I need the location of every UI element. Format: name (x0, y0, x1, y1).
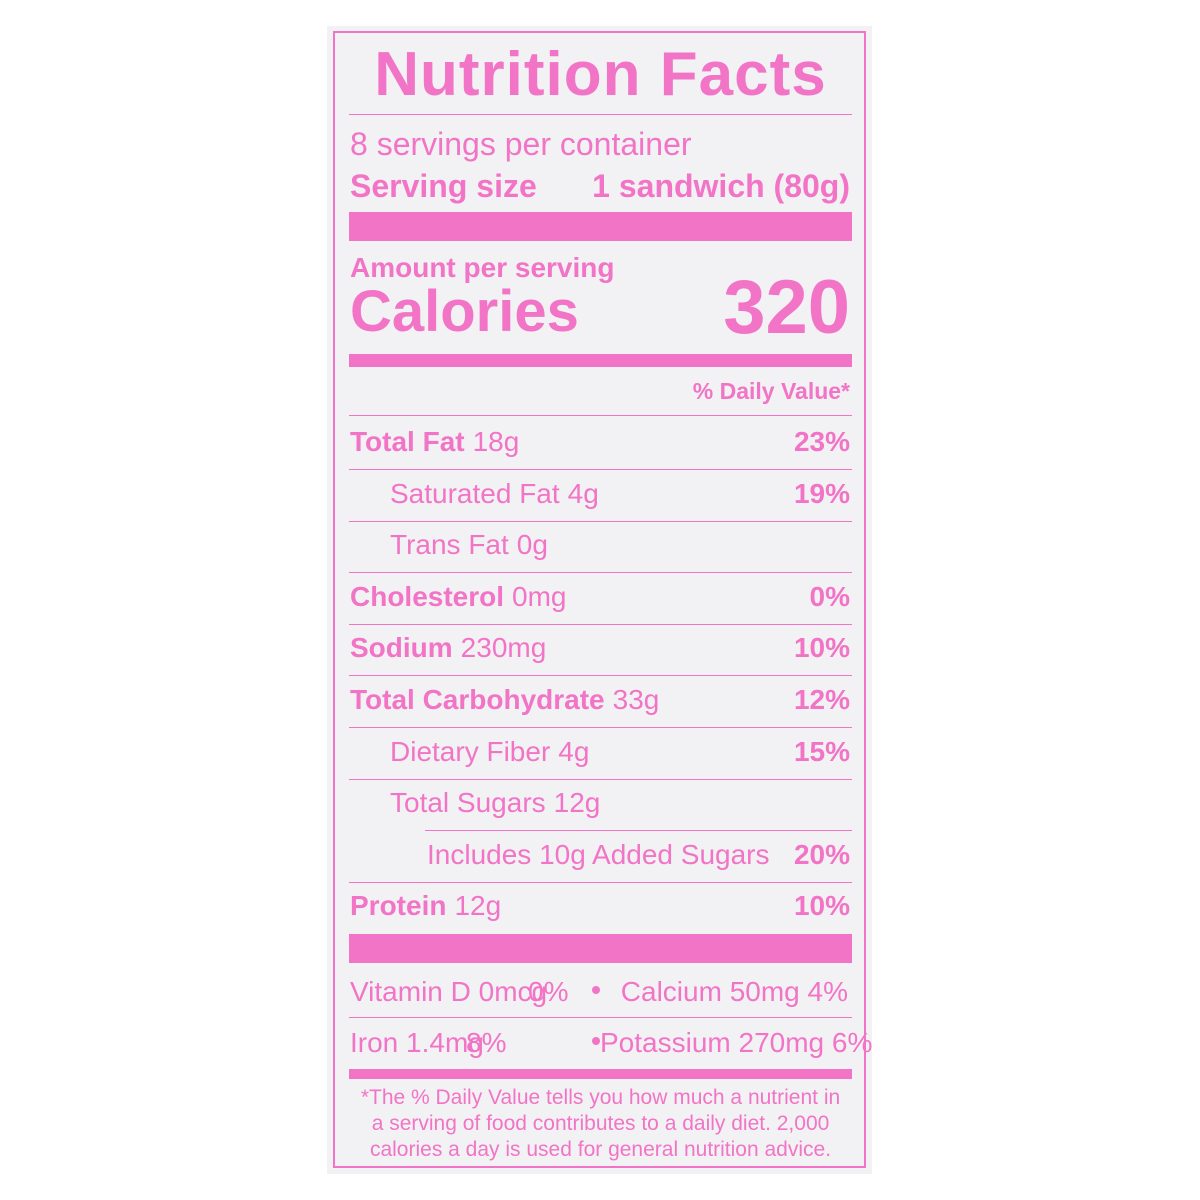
footnote-line-1: *The % Daily Value tells you how much a … (360, 1086, 841, 1109)
amount-per-serving: Amount per serving (350, 252, 615, 283)
servings-per-container: 8 servings per container (350, 126, 692, 162)
nutrient-name: Sodium (350, 632, 453, 663)
nutrient-daily-value: 15% (793, 736, 850, 767)
nutrient-rule (349, 624, 852, 625)
nutrient-daily-value: 23% (793, 426, 850, 457)
footnote-line-3: calories a day is used for general nutri… (369, 1138, 832, 1161)
nutrient-amount: 12g (454, 890, 502, 921)
nutrient-rule (349, 469, 852, 470)
serving-size-value: 1 sandwich (80g) (592, 168, 850, 204)
thick-divider-bottom (349, 934, 852, 963)
serving-size-label: Serving size (350, 168, 537, 204)
nutrient-amount: 4g (558, 736, 590, 767)
nutrient-daily-value: 20% (793, 839, 850, 870)
calories-divider (349, 354, 852, 367)
nutrient-name: Cholesterol (350, 581, 505, 612)
bullet-icon (592, 1037, 600, 1045)
nutrient-rule (349, 779, 852, 780)
nutrient-name: Saturated Fat (390, 478, 560, 509)
nutrient-name: Total Fat (350, 426, 465, 457)
nutrient-amount: 12g (553, 787, 601, 818)
footnote-line-2: a serving of food contributes to a daily… (371, 1112, 830, 1135)
nutrient-name: Trans Fat (390, 529, 509, 560)
nutrient-amount: 0mg (512, 581, 567, 612)
nutrient-rule (425, 830, 852, 831)
iron-dv: 8% (466, 1027, 507, 1058)
title-rule (349, 114, 852, 115)
thick-divider-top (349, 212, 852, 241)
bullet-icon (592, 986, 600, 994)
nutrient-amount: 33g (612, 684, 660, 715)
calcium: Calcium 50mg 4% (620, 976, 848, 1007)
nutrient-daily-value: 12% (793, 684, 850, 715)
calories-label: Calories (350, 279, 579, 344)
footnote-divider (349, 1069, 852, 1079)
vitamin-d-dv: 0% (528, 976, 569, 1007)
nutrient-name: Total Carbohydrate (350, 684, 605, 715)
vitamin-d: Vitamin D 0mcg (350, 976, 548, 1007)
daily-value-rule (349, 415, 852, 416)
daily-value-header: % Daily Value* (692, 378, 850, 404)
calories-value: 320 (723, 265, 850, 350)
nutrient-amount: 0g (516, 529, 548, 560)
nutrient-rule (349, 521, 852, 522)
nutrition-facts-label (333, 31, 866, 1168)
nutrient-rule (349, 675, 852, 676)
nutrient-name: Includes 10g Added Sugars (427, 839, 770, 870)
nutrient-name: Protein (350, 890, 447, 921)
iron: Iron 1.4mg (350, 1027, 484, 1058)
nutrient-amount: 230mg (460, 632, 547, 663)
nutrient-rule (349, 727, 852, 728)
nutrient-name: Dietary Fiber (390, 736, 551, 767)
label-title: Nutrition Facts (374, 40, 827, 109)
nutrient-daily-value: 19% (793, 478, 850, 509)
nutrient-daily-value: 10% (793, 632, 850, 663)
potassium: Potassium 270mg 6% (600, 1027, 873, 1058)
nutrient-daily-value: 10% (793, 890, 850, 921)
nutrient-name: Total Sugars (390, 787, 546, 818)
nutrient-amount: 4g (567, 478, 599, 509)
nutrient-rule (349, 882, 852, 883)
nutrient-amount: 18g (472, 426, 520, 457)
nutrient-rule (349, 572, 852, 573)
vitamin-rule (349, 1017, 852, 1018)
nutrient-daily-value: 0% (809, 581, 850, 612)
